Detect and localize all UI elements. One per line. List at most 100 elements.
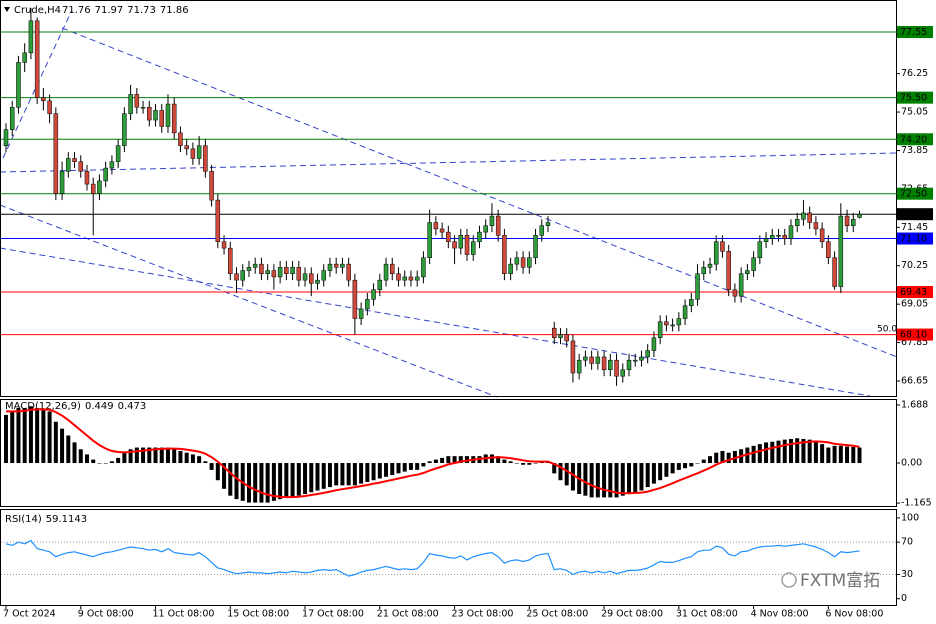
macd-bar — [16, 408, 21, 464]
candle-body — [689, 299, 694, 307]
macd-bar — [321, 463, 326, 489]
candle-body — [309, 273, 314, 284]
candle-body — [788, 225, 794, 239]
candle-body — [695, 273, 700, 300]
macd-bar — [109, 461, 114, 464]
candle-body — [16, 62, 21, 108]
macd-bar — [365, 463, 370, 482]
macd-bar — [396, 463, 401, 474]
macd-bar — [203, 461, 208, 464]
candle-body — [365, 299, 370, 310]
candle-body — [608, 359, 613, 371]
macd-bar — [670, 463, 675, 474]
macd-bar — [66, 435, 71, 464]
candle-body — [259, 263, 264, 274]
candle-body — [576, 359, 582, 374]
candle-body — [153, 110, 158, 121]
level-label: 72.50 — [900, 189, 927, 200]
candle-body — [190, 148, 196, 159]
candle-body — [352, 279, 358, 319]
macd-bar — [209, 463, 214, 470]
candle-body — [271, 270, 277, 278]
candle-body — [427, 222, 432, 258]
macd-bar — [103, 463, 108, 464]
macd-bar — [633, 463, 638, 493]
candle-body — [439, 228, 445, 233]
macd-bar — [589, 463, 594, 498]
candle-body — [66, 158, 71, 172]
candle-body — [838, 215, 844, 287]
macd-bar — [801, 438, 806, 464]
macd-bar — [820, 444, 825, 464]
macd-bar — [222, 463, 227, 489]
candle-body — [333, 263, 339, 268]
level-label: 68.10 — [900, 330, 927, 341]
macd-bar — [595, 463, 600, 498]
candle-body — [196, 145, 202, 159]
indicator-value: 59.1143 — [46, 514, 87, 525]
rsi-panel-border — [0, 509, 897, 606]
level-label: 71.86 — [900, 209, 927, 220]
candle-body — [171, 103, 177, 134]
macd-bar — [521, 463, 526, 465]
macd-bar — [172, 449, 177, 464]
level-tag — [897, 26, 933, 39]
candle-body — [165, 103, 171, 127]
x-tick-label: 23 Oct 08:00 — [452, 609, 514, 620]
macd-bar — [527, 463, 532, 465]
candle-body — [28, 20, 34, 54]
macd-bar — [533, 463, 538, 464]
candle-body — [252, 263, 258, 268]
trend-line — [0, 204, 498, 398]
macd-bar — [433, 459, 438, 464]
level-tag — [897, 91, 933, 104]
macd-bar — [340, 463, 345, 486]
macd-bar — [415, 463, 420, 470]
macd-bar — [184, 452, 189, 464]
candle-body — [371, 289, 376, 300]
level-tag — [897, 328, 933, 341]
menu-arrow[interactable] — [4, 7, 10, 12]
candle-body — [128, 94, 133, 114]
candle-body — [72, 158, 77, 162]
macd-bar — [228, 463, 233, 496]
candle-body — [489, 215, 495, 226]
y-tick-label: 100 — [901, 512, 919, 523]
candle-body — [203, 145, 208, 172]
candle-body — [502, 235, 507, 274]
candle-body — [732, 289, 738, 297]
candle-body — [340, 263, 345, 268]
candle-body — [508, 263, 513, 274]
candle-body — [551, 327, 557, 339]
candle-body — [782, 235, 787, 239]
candle-body — [346, 263, 351, 281]
x-tick-label: 29 Oct 08:00 — [601, 609, 663, 620]
macd-bar — [651, 463, 656, 484]
x-tick-label: 9 Oct 08:00 — [78, 609, 134, 620]
x-tick-label: 15 Oct 08:00 — [227, 609, 289, 620]
candle-body — [34, 20, 40, 98]
indicator-value: 0.449 — [85, 401, 114, 412]
macd-bar — [514, 463, 519, 464]
candle-body — [246, 267, 252, 271]
macd-bar — [190, 454, 195, 464]
macd-bar — [153, 447, 158, 464]
candle-body — [682, 305, 688, 319]
y-tick-label: 70 — [901, 537, 913, 548]
level-tag — [897, 208, 933, 221]
candle-body — [421, 257, 426, 278]
candle-body — [745, 270, 750, 274]
candle-body — [832, 257, 837, 287]
level-tag — [897, 187, 933, 200]
candle-body — [844, 215, 850, 226]
macd-bar — [197, 456, 202, 464]
macd-bar — [334, 463, 339, 486]
macd-bar — [627, 463, 631, 494]
rsi-label: RSI(14) — [5, 514, 42, 525]
macd-bar — [614, 463, 619, 498]
macd-bar — [645, 463, 650, 488]
macd-bar — [28, 406, 33, 464]
candle-body — [720, 241, 725, 252]
candle-body — [533, 235, 538, 258]
